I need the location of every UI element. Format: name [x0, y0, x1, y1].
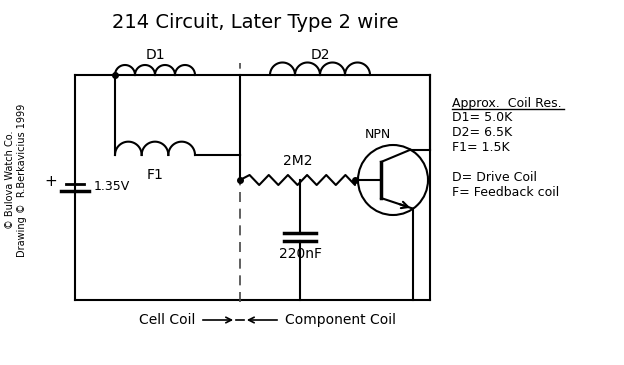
Text: +: + [44, 174, 57, 189]
Text: Approx.  Coil Res.: Approx. Coil Res. [452, 97, 562, 110]
Text: D1: D1 [145, 48, 165, 62]
Text: 1.35V: 1.35V [94, 181, 130, 193]
Text: 220nF: 220nF [278, 247, 321, 261]
Text: Cell Coil: Cell Coil [139, 313, 195, 327]
Text: D2: D2 [310, 48, 329, 62]
Text: F= Feedback coil: F= Feedback coil [452, 186, 559, 199]
Text: D= Drive Coil: D= Drive Coil [452, 171, 537, 184]
Text: 2M2: 2M2 [283, 154, 312, 168]
Text: NPN: NPN [365, 128, 391, 141]
Text: D2= 6.5K: D2= 6.5K [452, 126, 512, 139]
Text: F1: F1 [147, 168, 163, 182]
Text: 214 Circuit, Later Type 2 wire: 214 Circuit, Later Type 2 wire [112, 13, 398, 32]
Text: © Bulova Watch Co.: © Bulova Watch Co. [5, 131, 15, 229]
Text: F1= 1.5K: F1= 1.5K [452, 141, 510, 154]
Text: Component Coil: Component Coil [285, 313, 396, 327]
Text: Drawing ©  R.Berkavicius 1999: Drawing © R.Berkavicius 1999 [17, 103, 27, 257]
Text: D1= 5.0K: D1= 5.0K [452, 111, 512, 124]
